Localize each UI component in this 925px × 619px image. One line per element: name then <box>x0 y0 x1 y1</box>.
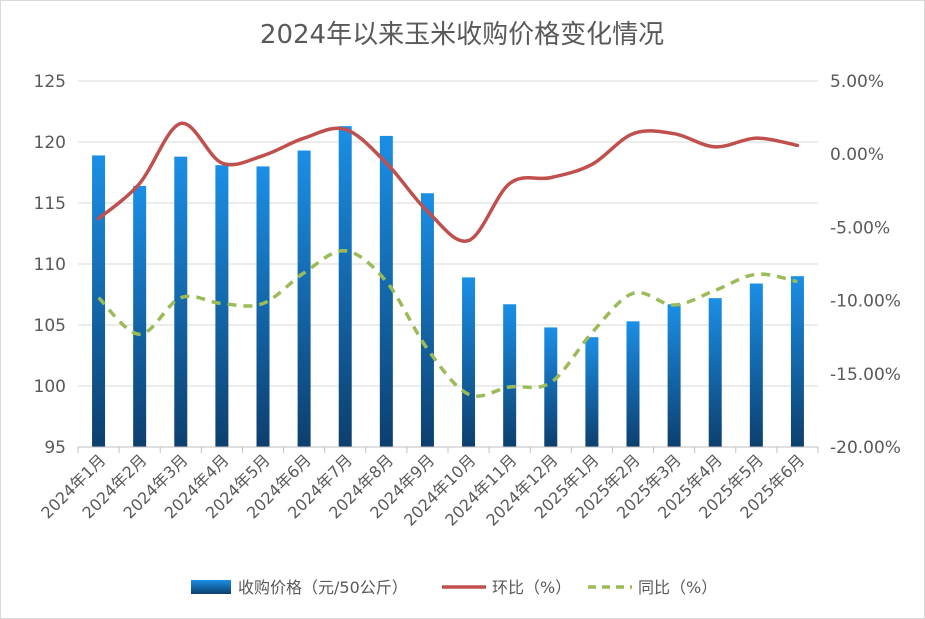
yoy-line <box>97 249 798 398</box>
left-tick-label: 110 <box>34 255 66 275</box>
bar <box>708 298 722 447</box>
legend-label-yoy: 同比（%） <box>638 578 717 597</box>
legend-label-mom: 环比（%） <box>492 578 571 597</box>
left-tick-label: 95 <box>44 438 66 458</box>
right-tick-label: 5.00% <box>830 72 884 92</box>
left-axis: 95 100 105 110 115 120 125 <box>34 72 66 458</box>
bar <box>379 135 393 447</box>
bar <box>503 304 517 447</box>
bar <box>790 276 804 447</box>
legend: 收购价格（元/50公斤） 环比（%） 同比（%） <box>191 578 717 597</box>
left-tick-label: 120 <box>34 133 66 153</box>
right-tick-label: -10.00% <box>830 292 901 312</box>
bar <box>256 166 270 447</box>
bar <box>544 327 558 447</box>
left-tick-label: 125 <box>34 72 66 92</box>
bar <box>215 165 229 447</box>
bar <box>174 156 188 447</box>
left-tick-label: 100 <box>34 377 66 397</box>
bar <box>133 185 147 448</box>
bar <box>297 150 311 448</box>
right-tick-label: -20.00% <box>830 438 901 458</box>
right-tick-label: -15.00% <box>830 365 901 385</box>
legend-label-price: 收购价格（元/50公斤） <box>238 578 408 597</box>
left-tick-label: 105 <box>34 316 66 336</box>
right-tick-label: -5.00% <box>830 218 890 238</box>
bar <box>92 155 106 448</box>
legend-bar-swatch <box>191 580 231 594</box>
right-tick-label: 0.00% <box>830 145 884 165</box>
bar-series <box>92 126 804 448</box>
bar <box>420 193 434 447</box>
right-axis: -20.00% -15.00% -10.00% -5.00% 0.00% 5.00% <box>830 72 901 458</box>
chart-title: 2024年以来玉米收购价格变化情况 <box>260 20 664 50</box>
bar <box>462 277 476 447</box>
bar <box>749 283 763 447</box>
bar <box>626 321 640 447</box>
line-series <box>96 121 800 398</box>
bar <box>667 304 681 447</box>
left-tick-label: 115 <box>34 194 66 214</box>
mom-line <box>96 121 800 243</box>
bar <box>338 126 352 447</box>
bar <box>585 337 599 447</box>
